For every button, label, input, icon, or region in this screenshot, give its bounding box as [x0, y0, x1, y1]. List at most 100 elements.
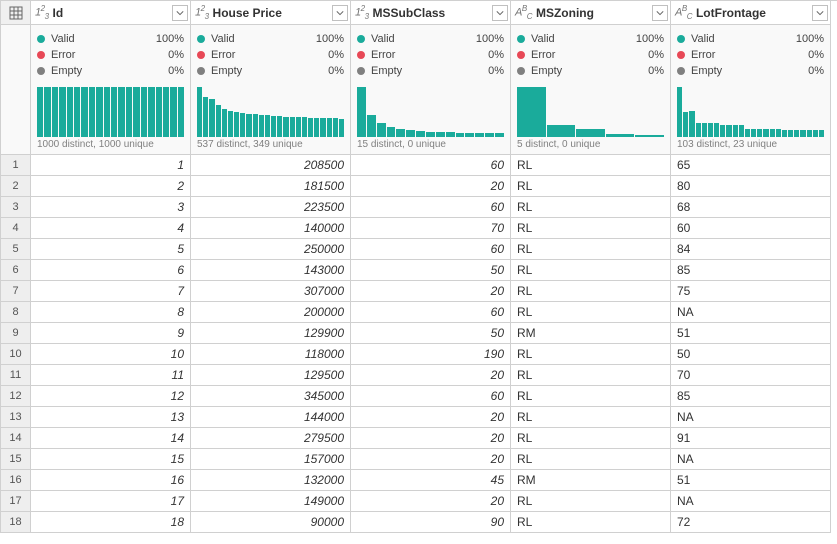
- datatype-indicator[interactable]: 123: [355, 4, 369, 21]
- data-cell[interactable]: 132000: [191, 470, 351, 491]
- data-cell[interactable]: 144000: [191, 407, 351, 428]
- row-header[interactable]: 1: [1, 155, 31, 176]
- row-header[interactable]: 11: [1, 365, 31, 386]
- data-cell[interactable]: 3: [31, 197, 191, 218]
- column-filter-dropdown[interactable]: [332, 5, 348, 21]
- data-cell[interactable]: 20: [351, 407, 511, 428]
- row-header[interactable]: 5: [1, 239, 31, 260]
- data-cell[interactable]: 307000: [191, 281, 351, 302]
- datatype-indicator[interactable]: 123: [35, 4, 49, 21]
- data-cell[interactable]: RL: [511, 155, 671, 176]
- data-cell[interactable]: NA: [671, 302, 831, 323]
- data-cell[interactable]: 18: [31, 512, 191, 533]
- data-cell[interactable]: 15: [31, 449, 191, 470]
- row-header[interactable]: 17: [1, 491, 31, 512]
- data-cell[interactable]: RL: [511, 302, 671, 323]
- row-header[interactable]: 8: [1, 302, 31, 323]
- data-cell[interactable]: 45: [351, 470, 511, 491]
- data-cell[interactable]: 6: [31, 260, 191, 281]
- distribution-histogram[interactable]: [357, 85, 504, 137]
- data-cell[interactable]: 13: [31, 407, 191, 428]
- data-cell[interactable]: RL: [511, 449, 671, 470]
- data-cell[interactable]: 51: [671, 470, 831, 491]
- data-cell[interactable]: 190: [351, 344, 511, 365]
- data-cell[interactable]: 118000: [191, 344, 351, 365]
- data-cell[interactable]: RL: [511, 491, 671, 512]
- row-header[interactable]: 9: [1, 323, 31, 344]
- data-cell[interactable]: 90: [351, 512, 511, 533]
- data-cell[interactable]: 9: [31, 323, 191, 344]
- data-cell[interactable]: 50: [671, 344, 831, 365]
- data-cell[interactable]: 65: [671, 155, 831, 176]
- data-cell[interactable]: RL: [511, 260, 671, 281]
- data-cell[interactable]: 181500: [191, 176, 351, 197]
- column-filter-dropdown[interactable]: [812, 5, 828, 21]
- data-cell[interactable]: 157000: [191, 449, 351, 470]
- distribution-histogram[interactable]: [197, 85, 344, 137]
- column-header[interactable]: 123Id: [31, 1, 191, 25]
- data-cell[interactable]: 85: [671, 260, 831, 281]
- data-cell[interactable]: 8: [31, 302, 191, 323]
- column-filter-dropdown[interactable]: [172, 5, 188, 21]
- data-cell[interactable]: 60: [351, 302, 511, 323]
- data-cell[interactable]: 60: [351, 386, 511, 407]
- column-filter-dropdown[interactable]: [492, 5, 508, 21]
- data-cell[interactable]: 50: [351, 260, 511, 281]
- data-cell[interactable]: 129500: [191, 365, 351, 386]
- column-header[interactable]: ABCMSZoning: [511, 1, 671, 25]
- data-cell[interactable]: RL: [511, 386, 671, 407]
- data-cell[interactable]: 72: [671, 512, 831, 533]
- data-cell[interactable]: RL: [511, 344, 671, 365]
- data-cell[interactable]: NA: [671, 491, 831, 512]
- data-cell[interactable]: 20: [351, 365, 511, 386]
- datatype-indicator[interactable]: 123: [195, 4, 209, 21]
- data-cell[interactable]: RL: [511, 176, 671, 197]
- data-cell[interactable]: 85: [671, 386, 831, 407]
- data-cell[interactable]: 200000: [191, 302, 351, 323]
- data-cell[interactable]: 60: [351, 155, 511, 176]
- data-cell[interactable]: RL: [511, 218, 671, 239]
- data-cell[interactable]: RL: [511, 281, 671, 302]
- distribution-histogram[interactable]: [37, 85, 184, 137]
- column-filter-dropdown[interactable]: [652, 5, 668, 21]
- data-cell[interactable]: RL: [511, 407, 671, 428]
- row-header[interactable]: 12: [1, 386, 31, 407]
- data-cell[interactable]: 90000: [191, 512, 351, 533]
- data-cell[interactable]: 250000: [191, 239, 351, 260]
- data-cell[interactable]: 50: [351, 323, 511, 344]
- data-cell[interactable]: 60: [351, 239, 511, 260]
- data-cell[interactable]: 80: [671, 176, 831, 197]
- column-header[interactable]: 123House Price: [191, 1, 351, 25]
- data-cell[interactable]: 143000: [191, 260, 351, 281]
- data-cell[interactable]: 2: [31, 176, 191, 197]
- data-cell[interactable]: RM: [511, 323, 671, 344]
- data-cell[interactable]: RL: [511, 365, 671, 386]
- data-cell[interactable]: 11: [31, 365, 191, 386]
- data-cell[interactable]: 75: [671, 281, 831, 302]
- data-cell[interactable]: 20: [351, 281, 511, 302]
- distribution-histogram[interactable]: [517, 85, 664, 137]
- row-header[interactable]: 4: [1, 218, 31, 239]
- data-cell[interactable]: 129900: [191, 323, 351, 344]
- datatype-indicator[interactable]: ABC: [515, 4, 532, 21]
- data-cell[interactable]: 17: [31, 491, 191, 512]
- data-cell[interactable]: 279500: [191, 428, 351, 449]
- data-cell[interactable]: 1: [31, 155, 191, 176]
- data-cell[interactable]: 70: [671, 365, 831, 386]
- data-cell[interactable]: 20: [351, 491, 511, 512]
- row-header[interactable]: 16: [1, 470, 31, 491]
- data-cell[interactable]: NA: [671, 407, 831, 428]
- data-cell[interactable]: 12: [31, 386, 191, 407]
- data-cell[interactable]: RL: [511, 239, 671, 260]
- data-cell[interactable]: 91: [671, 428, 831, 449]
- data-cell[interactable]: 208500: [191, 155, 351, 176]
- data-cell[interactable]: 4: [31, 218, 191, 239]
- column-header[interactable]: ABCLotFrontage: [671, 1, 831, 25]
- row-header[interactable]: 14: [1, 428, 31, 449]
- column-header[interactable]: 123MSSubClass: [351, 1, 511, 25]
- row-header[interactable]: 13: [1, 407, 31, 428]
- data-cell[interactable]: 14: [31, 428, 191, 449]
- row-header[interactable]: 3: [1, 197, 31, 218]
- data-cell[interactable]: 149000: [191, 491, 351, 512]
- data-cell[interactable]: 60: [671, 218, 831, 239]
